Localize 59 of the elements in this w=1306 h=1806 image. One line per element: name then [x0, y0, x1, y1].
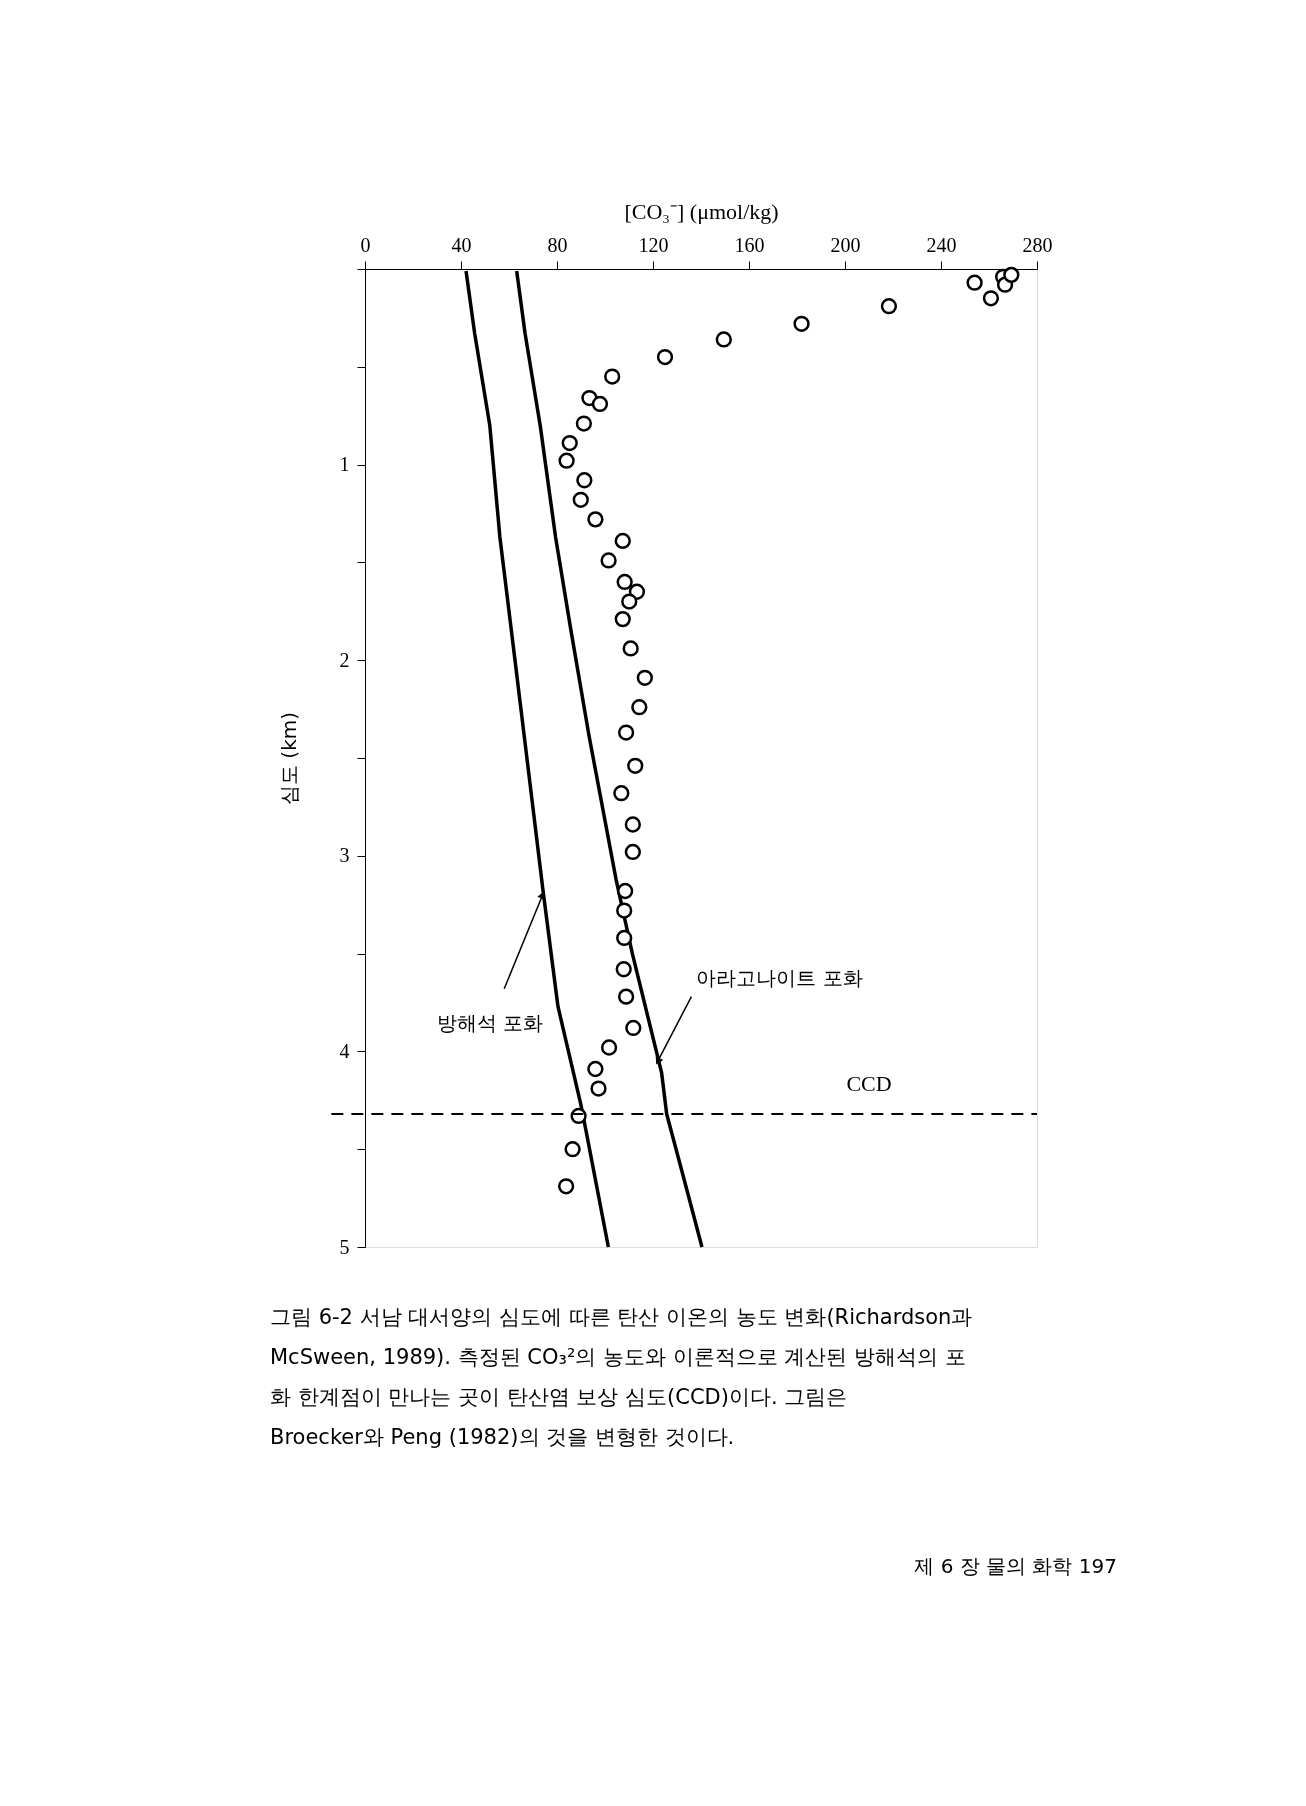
- point: [616, 929, 633, 947]
- point: [587, 1060, 604, 1078]
- x-tick-label: 0: [360, 233, 371, 256]
- point: [625, 1019, 642, 1037]
- point: [624, 816, 641, 833]
- x-axis-title: [CO₃⁻] (μmol/kg): [624, 198, 779, 224]
- y-tick-label: 2: [339, 648, 350, 671]
- point: [615, 961, 632, 978]
- point: [561, 434, 578, 452]
- point: [600, 1039, 618, 1056]
- point: [966, 274, 983, 291]
- x-tick-label: 120: [638, 233, 669, 256]
- y-tick-label: 5: [339, 1235, 350, 1258]
- point: [656, 348, 674, 366]
- point: [564, 1141, 581, 1158]
- point: [557, 1178, 575, 1195]
- caption: 그림 6-2 서남 대서양의 심도에 따른 탄산 이온의 농도 변화(Richardson과 McSween, 1989). 측정된 CO₃²의 농도와 이론적으로 계산된 방해석의 포 화 한계점이 만나는 곳이 탄산염 보상 심도(CCD)이다. 그림은 Broecker와 Peng (1982)의 것을 변형한 것이다.: [270, 1305, 973, 1449]
- point: [616, 573, 633, 591]
- point: [636, 669, 653, 686]
- point: [572, 491, 589, 508]
- point: [627, 757, 644, 774]
- point: [576, 472, 593, 489]
- point: [624, 843, 641, 861]
- point: [616, 902, 633, 919]
- point: [1003, 266, 1020, 283]
- point: [715, 331, 732, 348]
- point: [982, 290, 1000, 307]
- point: [558, 452, 575, 469]
- point: [621, 593, 638, 610]
- x-tick-label: 160: [734, 233, 765, 256]
- annotation: 아라고나이트 포화: [696, 966, 863, 991]
- y-tick-label: 3: [339, 844, 350, 867]
- point: [793, 315, 810, 332]
- point: [617, 882, 634, 900]
- point: [591, 395, 609, 413]
- point: [590, 1080, 607, 1097]
- y-axis-title: 심도 (km): [276, 711, 301, 806]
- y-tick-label: 4: [339, 1039, 350, 1062]
- point: [604, 368, 621, 385]
- point: [575, 415, 593, 432]
- point: [614, 532, 631, 550]
- x-tick-label: 280: [1022, 233, 1053, 256]
- x-tick-label: 200: [830, 233, 861, 256]
- point: [600, 552, 617, 569]
- x-tick-label: 40: [451, 233, 472, 256]
- point: [622, 640, 639, 657]
- annotation: 방해석 포화: [436, 1011, 543, 1036]
- point: [613, 785, 630, 802]
- x-tick-label: 80: [547, 233, 568, 256]
- ref-line-label: CCD: [846, 1070, 892, 1096]
- text: 제 6 장 물의 화학 197: [914, 1554, 1117, 1578]
- point: [880, 298, 898, 315]
- point: [631, 699, 648, 716]
- point: [614, 611, 631, 628]
- x-tick-label: 240: [926, 233, 957, 256]
- point: [617, 988, 635, 1005]
- point: [617, 724, 635, 741]
- point: [587, 511, 604, 528]
- y-tick-label: 1: [339, 453, 350, 476]
